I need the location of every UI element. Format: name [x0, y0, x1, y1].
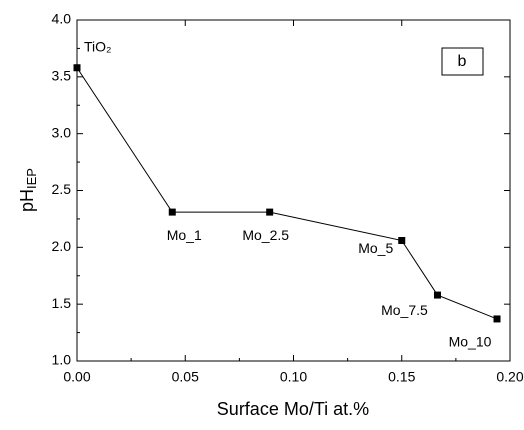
data-point	[266, 208, 274, 216]
y-tick-label: 2.0	[52, 238, 72, 254]
x-tick-label: 0.05	[172, 369, 199, 385]
data-point	[168, 208, 176, 216]
y-axis-title-main: pH	[17, 189, 37, 212]
point-label: Mo_7.5	[381, 302, 428, 318]
data-point	[398, 237, 406, 245]
data-point	[73, 64, 81, 72]
point-label: Mo_5	[358, 240, 393, 256]
point-label: Mo_2.5	[242, 227, 289, 243]
y-tick-label: 1.0	[52, 352, 72, 368]
y-axis-title: pHIEP	[17, 168, 40, 212]
data-point	[493, 315, 501, 323]
y-tick-label: 3.5	[52, 68, 72, 84]
y-tick-label: 2.5	[52, 181, 72, 197]
x-tick-label: 0.20	[496, 369, 523, 385]
y-tick-label: 1.5	[52, 295, 72, 311]
panel-label: b	[458, 53, 467, 70]
y-tick-label: 3.0	[52, 124, 72, 140]
point-label: TiO₂	[84, 38, 111, 54]
data-point	[433, 291, 441, 299]
x-tick-label: 0.15	[388, 369, 415, 385]
y-axis-title-sub: IEP	[24, 168, 39, 189]
x-tick-label: 0.10	[280, 369, 307, 385]
plot-frame	[76, 19, 511, 362]
x-tick-label: 0.00	[63, 369, 90, 385]
point-label: Mo_1	[167, 227, 202, 243]
point-label: Mo_10	[449, 334, 492, 350]
x-axis-title: Surface Mo/Ti at.%	[217, 399, 369, 419]
y-axis-title-group: pHIEP	[17, 168, 40, 212]
series-line	[76, 67, 498, 320]
y-tick-label: 4.0	[52, 11, 72, 27]
annotation-box	[441, 47, 484, 76]
